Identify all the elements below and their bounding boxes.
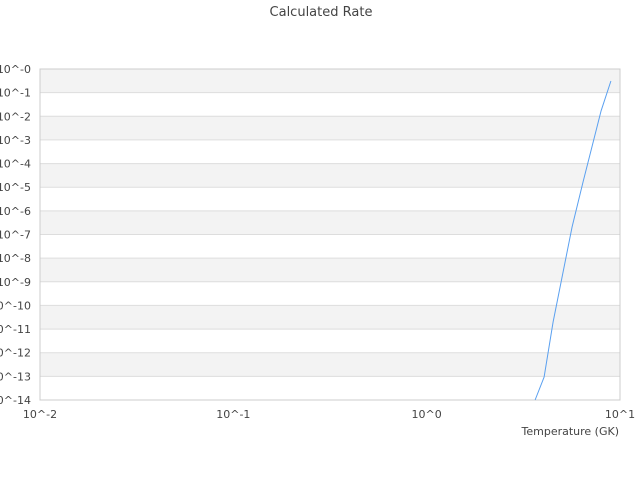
y-tick-label: 10^-14	[0, 394, 31, 407]
y-tick-label: 10^-1	[0, 87, 31, 100]
grid-band	[40, 281, 620, 306]
y-tick-label: 10^-11	[0, 323, 31, 336]
y-tick-label: 10^-8	[0, 252, 31, 265]
y-tick-label: 10^-2	[0, 110, 31, 123]
y-axis-ticks: 10^-0 10^-1 10^-2 10^-3 10^-4 10^-5 10^-6 10^-7…	[0, 63, 31, 407]
y-tick-label: 10^-0	[0, 63, 31, 76]
series-line	[534, 80, 612, 401]
grid-band	[40, 139, 620, 164]
series-group	[534, 80, 612, 401]
x-tick-label: 10^1	[605, 408, 635, 421]
y-tick-label: 10^-12	[0, 347, 31, 360]
grid-band	[40, 329, 620, 353]
x-tick-label: 10^0	[412, 408, 442, 421]
y-tick-label: 10^-10	[0, 299, 31, 312]
y-tick-label: 10^-5	[0, 181, 31, 194]
grid-band	[40, 258, 620, 282]
grid-band	[40, 187, 620, 211]
x-tick-label: 10^-2	[23, 408, 57, 421]
x-axis-ticks: 10^-2 10^-1 10^0 10^1	[23, 408, 635, 421]
y-tick-label: 10^-7	[0, 229, 31, 242]
grid-band	[40, 376, 620, 400]
x-tick-label: 10^-1	[216, 408, 250, 421]
grid-band	[40, 305, 620, 330]
x-axis-label: Temperature (GK)	[521, 425, 620, 438]
y-tick-label: 10^-6	[0, 205, 31, 218]
chart-title: Calculated Rate	[270, 5, 373, 20]
grid-bands	[40, 69, 620, 400]
grid-band	[40, 352, 620, 377]
y-tick-label: 10^-3	[0, 134, 31, 147]
y-tick-label: 10^-4	[0, 158, 31, 171]
y-tick-label: 10^-13	[0, 370, 31, 383]
grid-band	[40, 116, 620, 140]
grid-band	[40, 210, 620, 235]
grid-band	[40, 163, 620, 188]
grid-band	[40, 92, 620, 117]
grid-band	[40, 234, 620, 259]
y-tick-label: 10^-9	[0, 276, 31, 289]
grid-band	[40, 69, 620, 93]
plot-frame	[39, 68, 621, 401]
